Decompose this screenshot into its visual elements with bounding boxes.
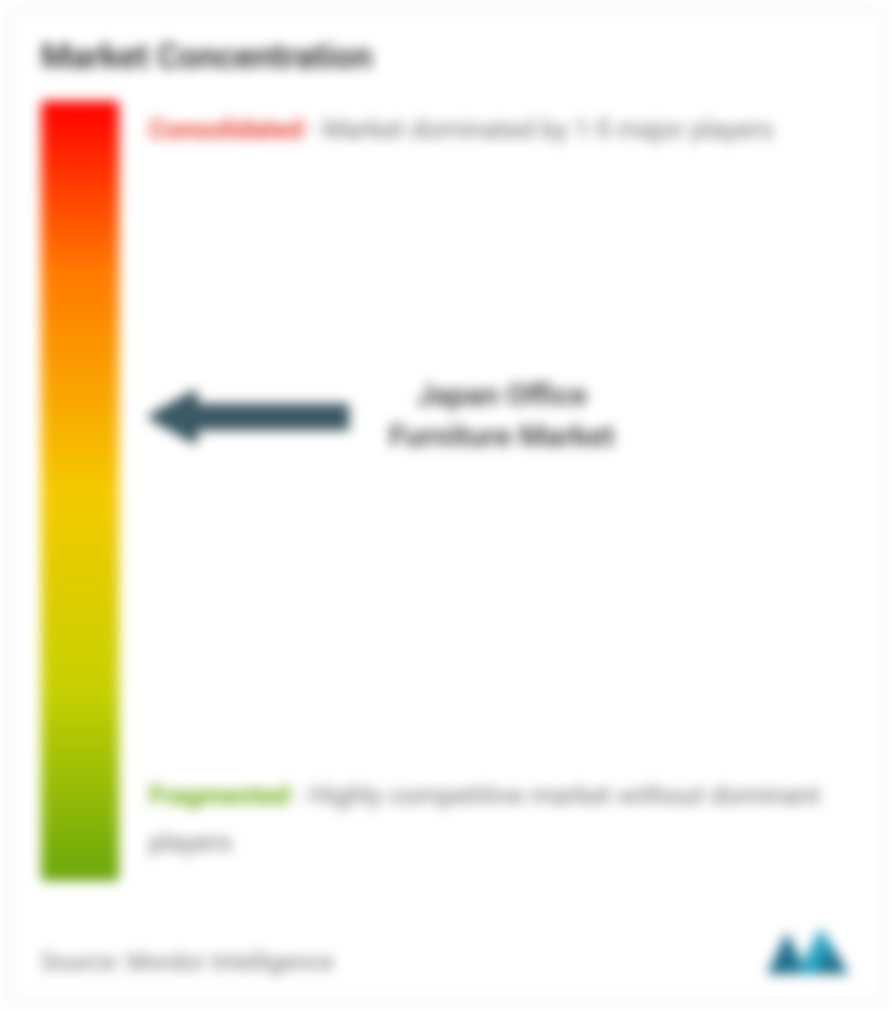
source-text: Source: Mordor Intelligence: [41, 948, 334, 976]
market-pointer-row: Japan Office Furniture Market: [149, 376, 841, 457]
right-column: Consolidated - Market dominated by 1-5 m…: [119, 101, 851, 881]
card-frame: Market Concentration Consolidated - Mark…: [8, 8, 884, 1003]
consolidated-label: Consolidated: [149, 115, 303, 145]
market-name-line2: Furniture Market: [389, 417, 614, 458]
left-arrow-icon: [149, 391, 349, 443]
main-area: Consolidated - Market dominated by 1-5 m…: [41, 101, 851, 881]
fragmented-label: Fragmented: [149, 781, 289, 811]
consolidated-description: Consolidated - Market dominated by 1-5 m…: [149, 107, 841, 154]
fragmented-description: Fragmented - Highly competitive market w…: [149, 773, 841, 867]
footer: Source: Mordor Intelligence: [41, 926, 851, 976]
concentration-gradient-bar: [41, 101, 119, 881]
logo-icon: [765, 926, 851, 976]
chart-title: Market Concentration: [41, 37, 851, 77]
market-name-line1: Japan Office: [389, 376, 614, 417]
consolidated-text: - Market dominated by 1-5 major players: [310, 115, 774, 145]
market-name: Japan Office Furniture Market: [389, 376, 614, 457]
brand-logo: [765, 926, 851, 976]
